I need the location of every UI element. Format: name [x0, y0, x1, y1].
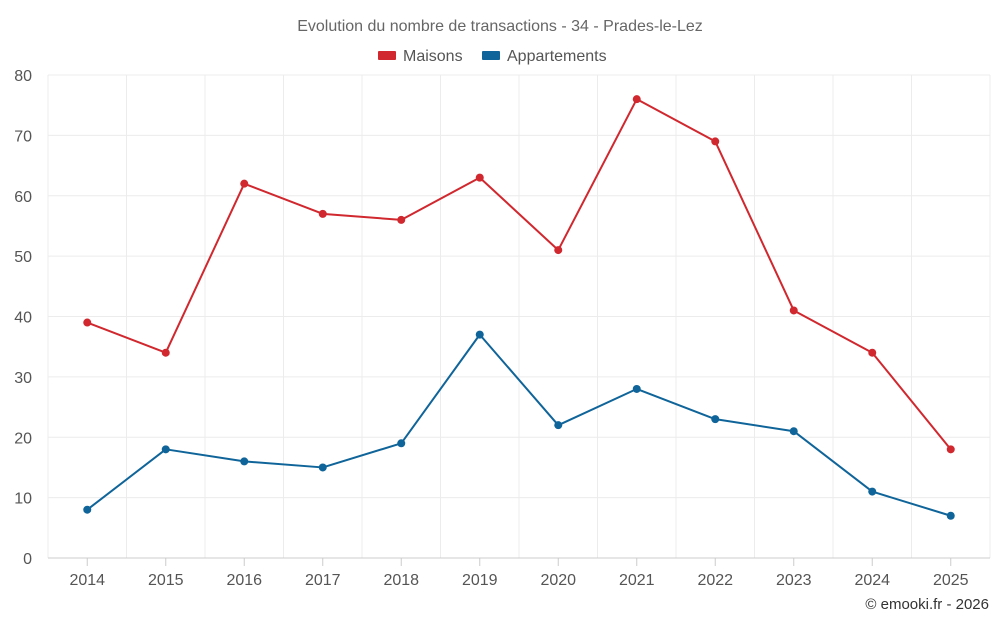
x-tick-label: 2018 [383, 572, 419, 589]
data-point-maisons[interactable] [475, 173, 484, 182]
data-point-appartements[interactable] [318, 463, 327, 472]
series-maisons [83, 95, 955, 454]
data-point-maisons[interactable] [868, 348, 877, 357]
y-tick-label: 80 [14, 68, 32, 85]
data-point-maisons[interactable] [161, 348, 170, 357]
legend: Maisons Appartements [378, 48, 607, 65]
x-tick-label: 2017 [305, 572, 341, 589]
x-axis: 2014 2015 2016 2017 2018 2019 2020 2021 2022 2023… [48, 557, 990, 589]
legend-label-maisons[interactable]: Maisons [403, 48, 463, 65]
data-point-maisons[interactable] [397, 215, 406, 224]
x-tick-label: 2016 [226, 572, 262, 589]
legend-swatch-appartements [482, 51, 500, 60]
grid [47, 74, 991, 559]
data-point-appartements[interactable] [632, 384, 641, 393]
data-point-appartements[interactable] [83, 505, 92, 514]
credit-text: © emooki.fr - 2026 [865, 596, 989, 613]
y-tick-label: 40 [14, 310, 32, 327]
x-tick-label: 2015 [148, 572, 184, 589]
x-tick-label: 2014 [69, 572, 105, 589]
data-point-maisons[interactable] [632, 95, 641, 104]
y-tick-label: 20 [14, 430, 32, 447]
data-point-appartements[interactable] [554, 421, 563, 430]
series-group [83, 95, 955, 520]
x-tick-label: 2020 [540, 572, 576, 589]
data-point-appartements[interactable] [240, 457, 249, 466]
data-point-appartements[interactable] [161, 445, 170, 454]
y-tick-label: 60 [14, 189, 32, 206]
y-tick-label: 0 [23, 551, 32, 568]
x-tick-label: 2022 [697, 572, 733, 589]
x-tick-label: 2021 [619, 572, 655, 589]
y-axis: 0 10 20 30 40 50 60 70 80 [14, 68, 32, 568]
x-tick-label: 2019 [462, 572, 498, 589]
x-tick-label: 2025 [933, 572, 969, 589]
y-tick-label: 30 [14, 370, 32, 387]
data-point-maisons[interactable] [946, 445, 955, 454]
x-tick-label: 2023 [776, 572, 812, 589]
data-point-appartements[interactable] [711, 415, 720, 424]
data-point-appartements[interactable] [397, 439, 406, 448]
series-appartements [83, 330, 955, 520]
legend-label-appartements[interactable]: Appartements [507, 48, 607, 65]
data-point-appartements[interactable] [789, 427, 798, 436]
y-tick-label: 10 [14, 491, 32, 508]
y-tick-label: 70 [14, 128, 32, 145]
data-point-appartements[interactable] [946, 511, 955, 520]
data-point-maisons[interactable] [318, 209, 327, 218]
data-point-maisons[interactable] [83, 318, 92, 327]
data-point-appartements[interactable] [868, 487, 877, 496]
data-point-maisons[interactable] [240, 179, 249, 188]
data-point-maisons[interactable] [711, 137, 720, 146]
series-line-appartements [86, 333, 952, 517]
legend-swatch-maisons [378, 51, 396, 60]
data-point-maisons[interactable] [554, 246, 563, 255]
data-point-appartements[interactable] [475, 330, 484, 339]
x-tick-label: 2024 [854, 572, 890, 589]
series-line-maisons [86, 98, 952, 450]
y-tick-label: 50 [14, 249, 32, 266]
chart-title: Evolution du nombre de transactions - 34… [297, 18, 703, 35]
data-point-maisons[interactable] [789, 306, 798, 315]
